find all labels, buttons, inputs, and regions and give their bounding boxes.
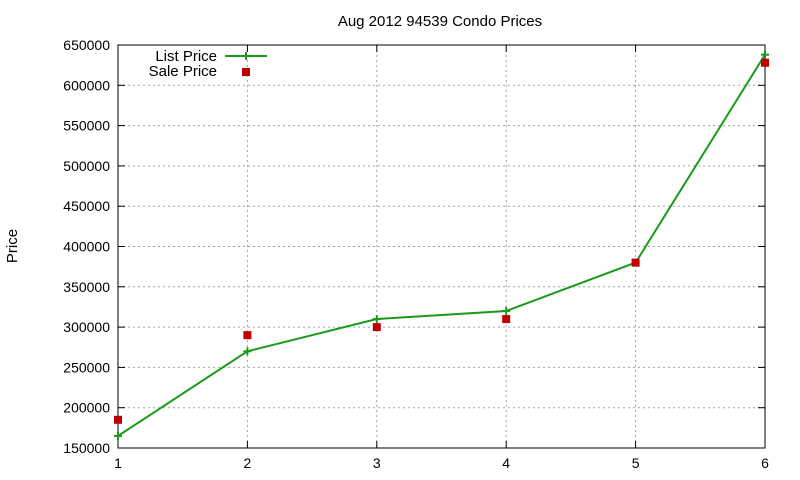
y-tick-label: 200000 bbox=[63, 400, 110, 416]
legend-swatch-sale-price bbox=[242, 68, 250, 76]
y-tick-label: 400000 bbox=[63, 239, 110, 255]
x-tick-label: 5 bbox=[632, 455, 640, 471]
chart-title: Aug 2012 94539 Condo Prices bbox=[338, 13, 542, 30]
list-price-point bbox=[372, 315, 381, 324]
list-price-point bbox=[114, 431, 122, 440]
y-tick-label: 150000 bbox=[63, 440, 110, 456]
x-tick-label: 4 bbox=[502, 455, 510, 471]
list-price-point bbox=[243, 347, 252, 356]
sale-price-point bbox=[114, 415, 122, 424]
sale-price-point bbox=[631, 258, 640, 267]
y-tick-label: 650000 bbox=[63, 37, 110, 53]
y-tick-label: 550000 bbox=[63, 118, 110, 134]
list-price-point bbox=[761, 50, 769, 59]
plot-frame bbox=[117, 44, 766, 449]
sale-price-point bbox=[243, 331, 252, 340]
y-tick-label: 500000 bbox=[63, 158, 110, 174]
sale-price-point bbox=[502, 315, 511, 324]
y-tick-label: 600000 bbox=[63, 77, 110, 93]
y-tick-label: 250000 bbox=[63, 359, 110, 375]
legend-label-sale-price: Sale Price bbox=[149, 63, 217, 80]
sale-price-point bbox=[372, 323, 381, 332]
axis-ticks: 1500002000002500003000003500004000004500… bbox=[63, 37, 769, 471]
list-price-point bbox=[502, 306, 511, 315]
x-tick-label: 6 bbox=[761, 455, 769, 471]
grid-lines bbox=[118, 45, 765, 448]
y-axis-label: Price bbox=[4, 229, 21, 263]
y-tick-label: 350000 bbox=[63, 279, 110, 295]
legend-label-list-price: List Price bbox=[155, 48, 217, 65]
list-price-line bbox=[117, 54, 766, 437]
sale-price-point bbox=[761, 58, 769, 67]
series-layer bbox=[114, 50, 769, 440]
x-tick-label: 3 bbox=[373, 455, 381, 471]
x-tick-label: 2 bbox=[244, 455, 252, 471]
y-tick-label: 450000 bbox=[63, 198, 110, 214]
y-tick-label: 300000 bbox=[63, 319, 110, 335]
x-tick-label: 1 bbox=[114, 455, 122, 471]
